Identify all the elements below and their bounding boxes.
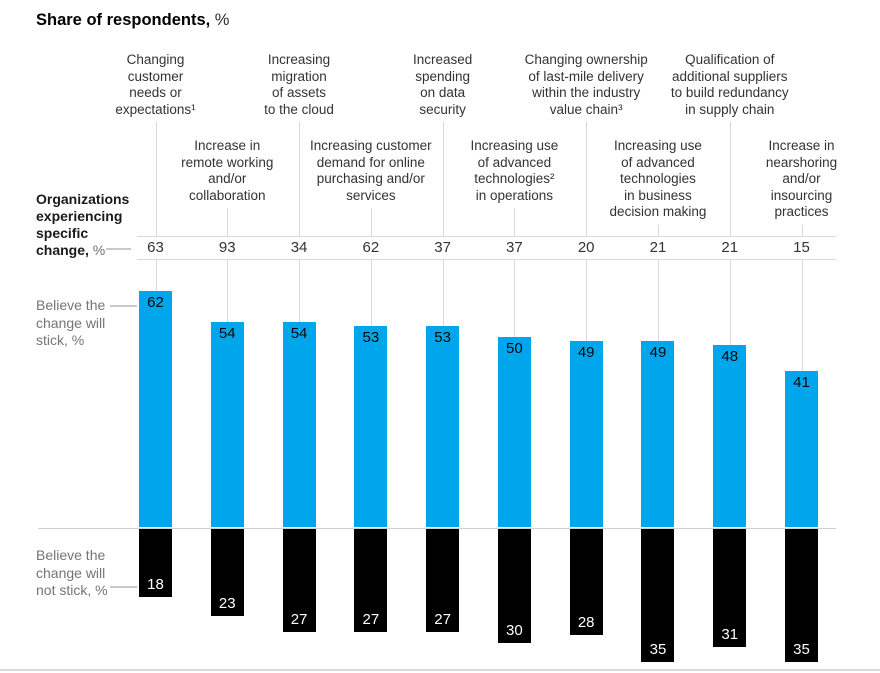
stick-bar-value: 62 <box>147 294 164 312</box>
category-gridline <box>370 208 372 236</box>
category-gridline <box>801 224 803 236</box>
stick-bar: 54 <box>210 321 244 527</box>
experiencing-change-value: 93 <box>218 239 236 256</box>
category-label: Increased spending on data security <box>412 52 473 117</box>
category-label: Changing ownership of last-mile delivery w… <box>524 52 648 117</box>
category-gridline <box>299 260 301 322</box>
experiencing-change-value: 21 <box>721 239 739 256</box>
category-label: Increase in nearshoring and/or insourcing pr… <box>765 138 838 219</box>
chart-title: Share of respondents, % <box>36 11 229 30</box>
experiencing-change-value: 37 <box>434 239 451 256</box>
stick-bar-value: 41 <box>793 374 810 392</box>
category-gridline <box>586 260 588 341</box>
not-stick-bar-value: 18 <box>147 576 164 594</box>
experiencing-change-value: 62 <box>362 239 380 256</box>
category-gridline <box>729 122 731 236</box>
category-label: Qualification of additional suppliers to b… <box>670 52 789 117</box>
category-label: Increasing use of advanced technologies² in… <box>470 138 559 203</box>
experiencing-change-value: 37 <box>506 239 523 256</box>
category-label: Increasing migration of assets to the cloud <box>264 52 334 117</box>
stick-bar: 50 <box>497 337 531 527</box>
not-stick-bar-value: 27 <box>434 610 451 628</box>
not-stick-bar-value: 35 <box>793 641 810 658</box>
row-header-organizations-line: experiencing <box>36 208 123 224</box>
row-header-organizations-line: Organizations <box>36 191 130 207</box>
not-stick-bar: 35 <box>785 529 819 662</box>
stick-bar: 41 <box>785 371 819 527</box>
experiencing-change-value: 20 <box>577 239 595 256</box>
chart-title-text: Share of respondents, <box>36 11 211 29</box>
leader-dash-will-not-stick <box>110 586 137 588</box>
category-gridline <box>657 260 659 341</box>
stick-bar: 54 <box>282 321 316 527</box>
not-stick-bar-value: 27 <box>362 610 380 628</box>
category-label: Changing customer needs or expectations¹ <box>115 52 196 117</box>
leader-dash-organizations <box>106 248 131 250</box>
not-stick-bar-value: 27 <box>290 610 308 628</box>
category-gridline <box>227 208 229 236</box>
not-stick-bar-value: 23 <box>218 595 236 613</box>
not-stick-bar: 27 <box>282 529 316 632</box>
numbers-row-bottom-rule <box>137 259 836 260</box>
category-gridline <box>514 260 516 337</box>
category-gridline <box>586 122 588 236</box>
chart-title-unit: % <box>210 11 230 29</box>
row-header-organizations-line: specific <box>36 225 89 241</box>
category-gridline <box>155 122 157 236</box>
row-header-organizations-line: change, % <box>36 242 106 258</box>
stick-bar: 49 <box>569 340 603 527</box>
category-gridline <box>801 260 803 372</box>
category-gridline <box>155 260 157 292</box>
not-stick-bar: 27 <box>426 529 460 632</box>
not-stick-bar-value: 30 <box>506 622 523 639</box>
category-gridline <box>729 260 731 345</box>
stick-bar-value: 54 <box>218 324 236 342</box>
category-gridline <box>299 122 301 236</box>
stick-bar-value: 49 <box>649 343 667 361</box>
bottom-border-rule <box>0 669 880 671</box>
stick-bar: 53 <box>354 325 388 527</box>
numbers-row-top-rule <box>137 236 836 237</box>
not-stick-bar: 31 <box>713 529 747 647</box>
not-stick-bar: 27 <box>354 529 388 632</box>
not-stick-bar: 28 <box>569 529 603 636</box>
not-stick-bar: 23 <box>210 529 244 617</box>
not-stick-bar-value: 35 <box>649 641 667 658</box>
stick-bar: 49 <box>641 340 675 527</box>
stick-bar: 62 <box>139 291 172 527</box>
stick-bar: 53 <box>426 325 460 527</box>
experiencing-change-value: 34 <box>290 239 308 256</box>
leader-dash-will-stick <box>110 305 137 307</box>
stick-bar-value: 53 <box>362 328 380 346</box>
stick-bar-value: 49 <box>577 343 595 361</box>
row-header-will-stick: Believe the change will stick, % <box>36 297 106 348</box>
experiencing-change-value: 63 <box>147 239 164 256</box>
stick-bar-value: 50 <box>506 340 523 357</box>
experiencing-change-value: 21 <box>649 239 667 256</box>
category-gridline <box>514 208 516 236</box>
row-header-will-not-stick: Believe the change will not stick, % <box>36 547 108 598</box>
category-gridline <box>442 260 444 326</box>
row-header-organizations: Organizations experiencing specific chan… <box>36 191 129 259</box>
not-stick-bar-value: 28 <box>577 614 595 632</box>
category-label: Increasing customer demand for online purc… <box>310 138 432 203</box>
not-stick-bar: 35 <box>641 529 675 662</box>
category-label: Increasing use of advanced technologies in … <box>609 138 707 219</box>
category-label: Increase in remote working and/or collabora… <box>181 138 274 203</box>
experiencing-change-value: 15 <box>793 239 810 256</box>
stick-bar-value: 48 <box>721 347 739 365</box>
not-stick-bar: 30 <box>497 529 531 643</box>
stick-bar-value: 54 <box>290 324 308 342</box>
category-gridline <box>370 260 372 326</box>
not-stick-bar: 18 <box>139 529 172 598</box>
zero-baseline <box>38 528 836 529</box>
category-gridline <box>657 224 659 236</box>
stick-bar: 48 <box>713 344 747 527</box>
not-stick-bar-value: 31 <box>721 625 739 643</box>
category-gridline <box>227 260 229 322</box>
category-gridline <box>442 122 444 236</box>
stick-bar-value: 53 <box>434 328 451 346</box>
